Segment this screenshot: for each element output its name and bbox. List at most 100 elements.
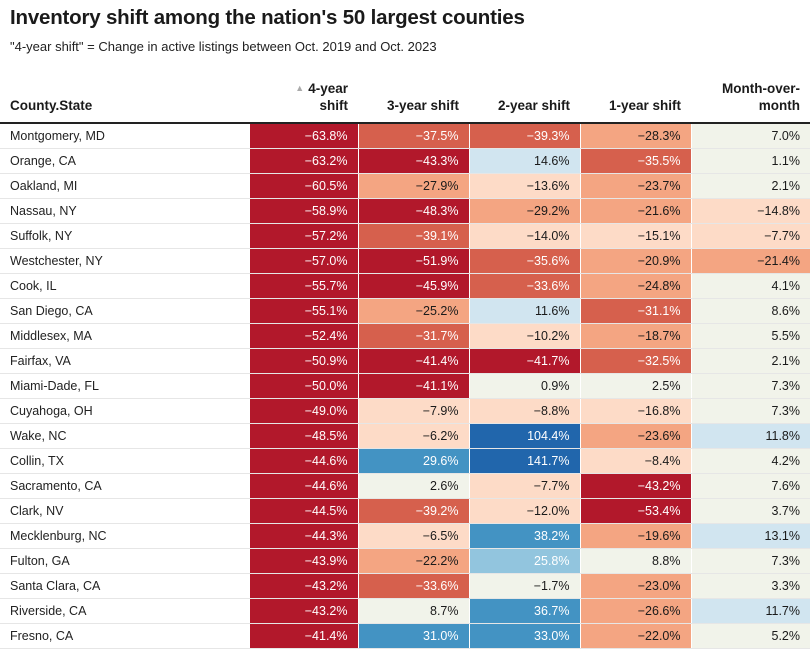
1-year-shift-cell: −28.3% (579, 123, 691, 149)
4-year-shift-cell: −52.4% (248, 323, 358, 349)
1-year-shift-cell: 2.5% (579, 373, 691, 399)
4-year-shift-cell: −43.2% (248, 573, 358, 599)
month-over-month-cell: 8.6% (690, 298, 810, 324)
1-year-shift-cell: −23.7% (579, 173, 691, 199)
month-over-month-cell: 5.5% (690, 323, 810, 349)
2-year-shift-cell: 38.2% (468, 523, 580, 549)
month-over-month-cell: −21.4% (690, 248, 810, 274)
column-header-month-over-month[interactable]: Month-over-month (691, 78, 810, 124)
2-year-shift-cell: −12.0% (468, 498, 580, 524)
4-year-shift-cell: −63.2% (248, 148, 358, 174)
table-row: Cuyahoga, OH −49.0% −7.9% −8.8% −16.8% 7.3% (0, 398, 810, 424)
3-year-shift-cell: −43.3% (357, 148, 469, 174)
table-row: Fairfax, VA −50.9% −41.4% −41.7% −32.5% 2.1% (0, 348, 810, 374)
3-year-shift-cell: 2.6% (357, 473, 469, 499)
table-row: Orange, CA −63.2% −43.3% 14.6% −35.5% 1.1% (0, 148, 810, 174)
county-name-cell: Middlesex, MA (0, 323, 249, 349)
3-year-shift-cell: 31.0% (357, 623, 469, 649)
table-row: Montgomery, MD −63.8% −37.5% −39.3% −28.3% 7.… (0, 123, 810, 149)
2-year-shift-cell: 0.9% (468, 373, 580, 399)
2-year-shift-cell: 104.4% (468, 423, 580, 449)
3-year-shift-cell: −41.1% (357, 373, 469, 399)
1-year-shift-cell: −43.2% (579, 473, 691, 499)
county-name-cell: Orange, CA (0, 148, 249, 174)
2-year-shift-cell: −1.7% (468, 573, 580, 599)
table-row: Cook, IL −55.7% −45.9% −33.6% −24.8% 4.1% (0, 273, 810, 299)
column-header-3-year-shift[interactable]: 3-year shift (358, 78, 469, 124)
county-name-cell: Miami-Dade, FL (0, 373, 249, 399)
2-year-shift-cell: 33.0% (468, 623, 580, 649)
3-year-shift-cell: −22.2% (357, 548, 469, 574)
table-header-row: County.State ▲ 4-year shift 3-year shift 2… (0, 78, 810, 124)
table-row: Miami-Dade, FL −50.0% −41.1% 0.9% 2.5% 7.3% (0, 373, 810, 399)
4-year-shift-cell: −58.9% (248, 198, 358, 224)
1-year-shift-cell: 8.8% (579, 548, 691, 574)
4-year-shift-cell: −63.8% (248, 123, 358, 149)
2-year-shift-cell: −8.8% (468, 398, 580, 424)
month-over-month-cell: 11.8% (690, 423, 810, 449)
2-year-shift-cell: −35.6% (468, 248, 580, 274)
county-name-cell: Oakland, MI (0, 173, 249, 199)
1-year-shift-cell: −23.0% (579, 573, 691, 599)
4-year-shift-cell: −43.9% (248, 548, 358, 574)
3-year-shift-cell: −51.9% (357, 248, 469, 274)
table-body: Montgomery, MD −63.8% −37.5% −39.3% −28.3% 7.… (0, 123, 810, 649)
month-over-month-cell: 1.1% (690, 148, 810, 174)
1-year-shift-cell: −53.4% (579, 498, 691, 524)
4-year-shift-cell: −57.0% (248, 248, 358, 274)
1-year-shift-cell: −31.1% (579, 298, 691, 324)
month-over-month-cell: 7.6% (690, 473, 810, 499)
3-year-shift-cell: −27.9% (357, 173, 469, 199)
1-year-shift-cell: −8.4% (579, 448, 691, 474)
county-name-cell: Fresno, CA (0, 623, 249, 649)
table-row: Sacramento, CA −44.6% 2.6% −7.7% −43.2% 7.6% (0, 473, 810, 499)
column-header-2-year-shift[interactable]: 2-year shift (469, 78, 580, 124)
4-year-shift-cell: −41.4% (248, 623, 358, 649)
2-year-shift-cell: −13.6% (468, 173, 580, 199)
1-year-shift-cell: −23.6% (579, 423, 691, 449)
1-year-shift-cell: −15.1% (579, 223, 691, 249)
3-year-shift-cell: −37.5% (357, 123, 469, 149)
1-year-shift-cell: −18.7% (579, 323, 691, 349)
county-name-cell: Westchester, NY (0, 248, 249, 274)
county-name-cell: Wake, NC (0, 423, 249, 449)
3-year-shift-cell: −6.2% (357, 423, 469, 449)
month-over-month-cell: 7.3% (690, 548, 810, 574)
2-year-shift-cell: −39.3% (468, 123, 580, 149)
table-row: Wake, NC −48.5% −6.2% 104.4% −23.6% 11.8% (0, 423, 810, 449)
table-row: Riverside, CA −43.2% 8.7% 36.7% −26.6% 11.7% (0, 598, 810, 624)
1-year-shift-cell: −26.6% (579, 598, 691, 624)
month-over-month-cell: 3.7% (690, 498, 810, 524)
column-header-county[interactable]: County.State (0, 78, 249, 124)
4-year-shift-cell: −48.5% (248, 423, 358, 449)
2-year-shift-cell: −7.7% (468, 473, 580, 499)
3-year-shift-cell: −25.2% (357, 298, 469, 324)
4-year-shift-cell: −50.9% (248, 348, 358, 374)
3-year-shift-cell: −33.6% (357, 573, 469, 599)
month-over-month-cell: 2.1% (690, 173, 810, 199)
4-year-shift-cell: −44.3% (248, 523, 358, 549)
2-year-shift-cell: −14.0% (468, 223, 580, 249)
4-year-shift-cell: −60.5% (248, 173, 358, 199)
month-over-month-cell: 7.3% (690, 398, 810, 424)
month-over-month-cell: 7.3% (690, 373, 810, 399)
county-name-cell: Nassau, NY (0, 198, 249, 224)
column-header-1-year-shift[interactable]: 1-year shift (580, 78, 691, 124)
county-name-cell: Clark, NV (0, 498, 249, 524)
3-year-shift-cell: 8.7% (357, 598, 469, 624)
2-year-shift-cell: −29.2% (468, 198, 580, 224)
table-row: San Diego, CA −55.1% −25.2% 11.6% −31.1% 8.6% (0, 298, 810, 324)
1-year-shift-cell: −35.5% (579, 148, 691, 174)
header-mom-line1: Month-over- (722, 81, 800, 96)
3-year-shift-cell: 29.6% (357, 448, 469, 474)
month-over-month-cell: 2.1% (690, 348, 810, 374)
4-year-shift-cell: −55.1% (248, 298, 358, 324)
header-mom-line2: month (758, 98, 800, 113)
table-row: Fresno, CA −41.4% 31.0% 33.0% −22.0% 5.2% (0, 623, 810, 649)
county-name-cell: Collin, TX (0, 448, 249, 474)
4-year-shift-cell: −44.6% (248, 473, 358, 499)
1-year-shift-cell: −24.8% (579, 273, 691, 299)
3-year-shift-cell: −45.9% (357, 273, 469, 299)
4-year-shift-cell: −43.2% (248, 598, 358, 624)
column-header-4-year-shift[interactable]: ▲ 4-year shift (249, 78, 358, 124)
